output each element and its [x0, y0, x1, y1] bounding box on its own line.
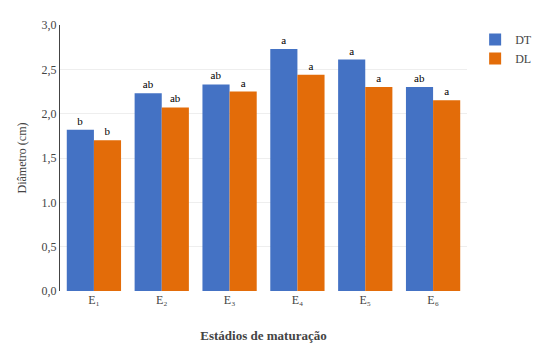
- svg-text:ab: ab: [414, 72, 425, 84]
- svg-text:2,5: 2,5: [42, 63, 57, 77]
- svg-text:E₂: E₂: [156, 293, 168, 307]
- svg-text:a: a: [444, 85, 449, 97]
- svg-text:a: a: [241, 77, 246, 89]
- svg-text:0,5: 0,5: [42, 240, 57, 254]
- svg-text:ab: ab: [170, 92, 181, 104]
- svg-text:E₃: E₃: [224, 293, 236, 307]
- svg-text:3,0: 3,0: [42, 18, 57, 32]
- svg-text:a: a: [376, 72, 381, 84]
- svg-text:a: a: [349, 45, 354, 57]
- svg-text:ab: ab: [211, 69, 222, 81]
- svg-text:a: a: [281, 34, 286, 46]
- svg-text:b: b: [77, 115, 83, 127]
- svg-text:b: b: [104, 125, 110, 137]
- svg-text:1,5: 1,5: [42, 151, 57, 165]
- svg-text:Diâmetro (cm): Diâmetro (cm): [15, 123, 29, 194]
- svg-text:E₆: E₆: [427, 293, 439, 307]
- svg-text:2,0: 2,0: [42, 107, 57, 121]
- svg-text:E₅: E₅: [359, 293, 371, 307]
- svg-text:0,0: 0,0: [42, 284, 57, 298]
- svg-text:E₁: E₁: [88, 293, 100, 307]
- svg-text:a: a: [308, 60, 313, 72]
- svg-text:1.0: 1.0: [42, 196, 57, 210]
- svg-text:DT: DT: [515, 33, 532, 47]
- svg-text:DL: DL: [515, 52, 531, 66]
- svg-text:E₄: E₄: [292, 293, 304, 307]
- svg-text:Estádios de maturação: Estádios de maturação: [200, 328, 326, 343]
- svg-text:ab: ab: [143, 78, 154, 90]
